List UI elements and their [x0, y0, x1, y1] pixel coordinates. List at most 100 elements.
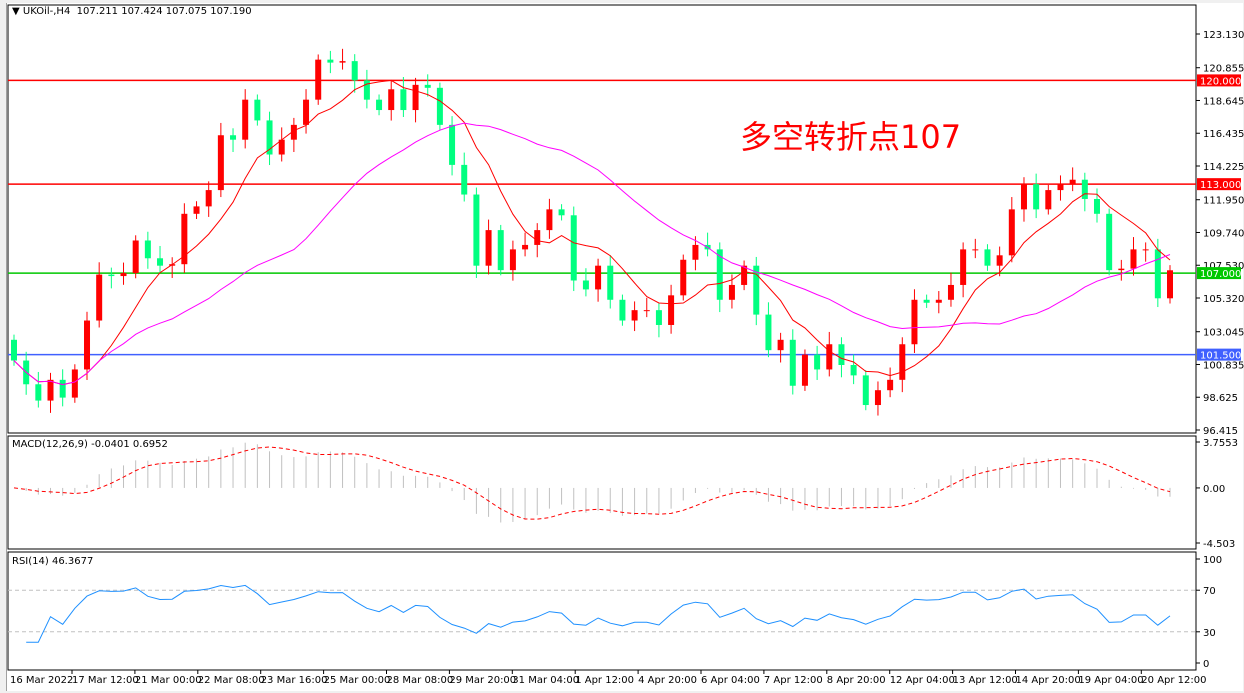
candle-body [449, 124, 456, 165]
candle-body [473, 194, 480, 266]
candle-body [546, 209, 553, 231]
ma-slow-line [13, 122, 1171, 386]
candle-body [655, 310, 662, 325]
candle-body [1118, 268, 1125, 271]
candle-body [509, 249, 516, 271]
candle-body [1069, 179, 1076, 185]
candle-body [1106, 213, 1113, 271]
time-label: 6 Apr 04:00 [701, 675, 760, 686]
candle-body [47, 379, 54, 401]
candle-body [692, 244, 699, 260]
time-label: 8 Apr 20:00 [827, 675, 886, 686]
candle-body [862, 375, 869, 406]
price-tick-label: 111.950 [1203, 196, 1244, 207]
level-tag-label: 120.000 [1200, 76, 1241, 87]
macd-tick-label: -4.503 [1203, 539, 1235, 550]
time-label: 17 Mar 12:00 [72, 675, 139, 686]
price-tick-label: 100.835 [1203, 360, 1244, 371]
time-label: 25 Mar 00:00 [324, 675, 391, 686]
candle-body [534, 230, 541, 245]
time-label: 29 Mar 20:00 [449, 675, 516, 686]
candle-body [351, 61, 358, 81]
candle-body [84, 320, 91, 370]
level-tag [1197, 348, 1241, 361]
price-tick-label: 105.320 [1203, 294, 1244, 305]
candle-body [619, 299, 626, 321]
candle-body [315, 59, 322, 100]
time-label: 7 Apr 12:00 [764, 675, 823, 686]
candle-body [388, 89, 395, 111]
candle-body [716, 249, 723, 300]
time-label: 22 Mar 08:00 [198, 675, 265, 686]
candle-body [728, 284, 735, 300]
time-label: 23 Mar 16:00 [261, 675, 328, 686]
candle-body [461, 164, 468, 195]
candle-body [887, 379, 894, 391]
price-tick-label: 116.435 [1203, 129, 1244, 140]
price-tick-label: 114.225 [1203, 162, 1244, 173]
candle-body [193, 206, 200, 214]
candle-body [120, 273, 127, 277]
candle-body [376, 99, 383, 111]
candle-body [400, 89, 407, 111]
candle-body [801, 354, 808, 386]
candle-body [1130, 249, 1137, 269]
candle-body [899, 344, 906, 380]
price-tick-label: 118.645 [1203, 96, 1244, 107]
candle-body [741, 265, 748, 285]
time-label: 14 Apr 20:00 [1016, 675, 1081, 686]
candle-body [1093, 198, 1100, 214]
chart-title: ▼ UKOil-,H4 107.211 107.424 107.075 107.… [12, 6, 252, 17]
symbol: UKOil-,H4 [22, 6, 71, 17]
candle-body [35, 384, 42, 401]
rsi-label: RSI(14) 46.3677 [12, 556, 94, 567]
time-label: 28 Mar 08:00 [387, 675, 454, 686]
rsi-line [26, 584, 1171, 643]
rsi-tick-label: 30 [1203, 628, 1216, 639]
candle-body [765, 314, 772, 351]
ma-fast-line [13, 79, 1171, 386]
candle-body [972, 249, 979, 251]
macd-label: MACD(12,26,9) -0.0401 0.6952 [12, 439, 168, 450]
candle-body [874, 390, 881, 406]
candle-body [522, 244, 529, 250]
ohlc-readout: 107.211 107.424 107.075 107.190 [76, 6, 252, 17]
candle-body [1081, 179, 1088, 199]
level-tag [1197, 267, 1241, 280]
candle-body [753, 265, 760, 315]
chart-window[interactable] [6, 3, 1243, 691]
candle-body [789, 339, 796, 386]
candle-body [826, 344, 833, 370]
level-tag-label: 107.000 [1200, 269, 1241, 280]
candle-body [595, 265, 602, 290]
time-label: 31 Mar 04:00 [512, 675, 579, 686]
candle-body [497, 230, 504, 271]
candle-body [11, 339, 17, 361]
rsi-tick-label: 70 [1203, 586, 1216, 597]
candle-body [327, 59, 334, 63]
candle-body [1057, 184, 1064, 191]
candle-body [631, 310, 638, 321]
candle-body [838, 344, 845, 366]
price-tick-label: 120.855 [1203, 64, 1244, 75]
candle-body [984, 249, 991, 266]
candle-body [132, 240, 139, 274]
level-tag-label: 101.500 [1200, 351, 1241, 362]
price-tick-label: 103.045 [1203, 328, 1244, 339]
candle-body [1008, 209, 1015, 256]
candle-body [266, 120, 273, 155]
candle-body [1154, 249, 1161, 299]
rsi-pane [7, 551, 1197, 671]
candle-body [181, 213, 188, 265]
candle-body [607, 265, 614, 300]
candle-body [59, 379, 66, 398]
time-label: 1 Apr 12:00 [575, 675, 634, 686]
level-tag-label: 113.000 [1200, 180, 1241, 191]
candle-body [242, 99, 249, 140]
candle-body [157, 258, 164, 266]
time-label: 13 Apr 12:00 [953, 675, 1018, 686]
price-tick-label: 123.130 [1203, 30, 1244, 41]
candle-body [412, 84, 419, 111]
price-tick-label: 96.415 [1203, 426, 1238, 437]
